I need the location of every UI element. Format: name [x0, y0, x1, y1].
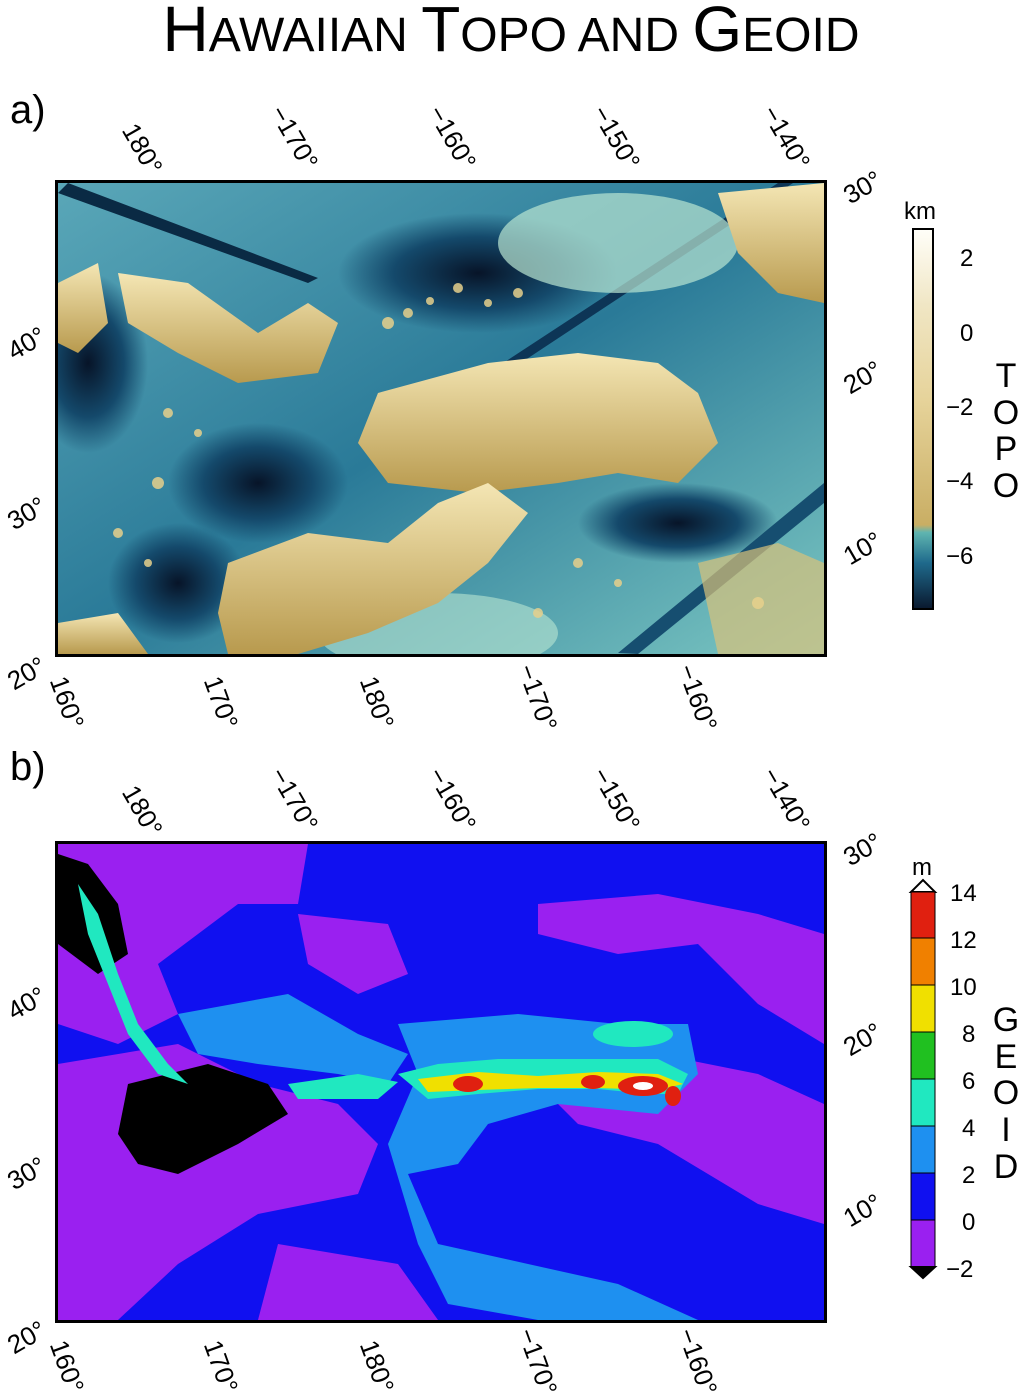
geoid-cb-label: 6	[962, 1068, 976, 1095]
geoid-cb-label: 10	[950, 974, 977, 1001]
right-tick: 30°	[838, 164, 888, 210]
top-tick: −160°	[422, 762, 483, 837]
geoid-cb-label: 0	[962, 1209, 976, 1236]
right-tick: 20°	[838, 354, 888, 400]
top-tick: 180°	[116, 118, 169, 180]
top-tick: −150°	[586, 100, 647, 175]
geoid-colorbar	[908, 878, 938, 1280]
top-tick: −140°	[756, 762, 817, 837]
bottom-tick: −160°	[671, 1324, 724, 1399]
geoid-field	[58, 844, 824, 1320]
topo-map	[55, 180, 827, 657]
top-tick: −170°	[264, 100, 325, 175]
left-tick: 20°	[2, 650, 52, 696]
topo-cb-label: 0	[960, 320, 974, 347]
top-tick: −150°	[586, 762, 647, 837]
right-tick: 30°	[838, 826, 888, 872]
bottom-tick: 170°	[197, 672, 245, 733]
bottom-tick: −170°	[511, 660, 564, 736]
bottom-tick: −170°	[511, 1324, 564, 1399]
topo-cb-label: −2	[946, 394, 974, 421]
left-tick: 40°	[2, 980, 52, 1026]
bottom-tick: 170°	[197, 1336, 245, 1397]
right-tick: 10°	[838, 1187, 888, 1233]
bottom-tick: 160°	[43, 672, 91, 733]
geoid-cb-label: 4	[962, 1115, 976, 1142]
bottom-tick: 180°	[353, 1336, 401, 1397]
topo-cb-label: 2	[960, 245, 974, 272]
panel-b-label: b)	[10, 745, 46, 789]
topo-relief	[58, 183, 824, 654]
topo-cb-label: −6	[946, 543, 974, 570]
bottom-tick: 160°	[43, 1336, 91, 1397]
geoid-cb-label: 8	[962, 1021, 976, 1048]
topo-vertical-title: T O P O	[992, 357, 1020, 506]
left-tick: 30°	[2, 490, 52, 536]
geoid-cb-label: 12	[950, 927, 977, 954]
topo-colorbar	[912, 228, 934, 610]
top-tick: −140°	[756, 100, 817, 175]
geoid-cb-label: 2	[962, 1162, 976, 1189]
left-tick: 20°	[2, 1314, 52, 1360]
geoid-map	[55, 841, 827, 1323]
geoid-vertical-title: G E O I D	[992, 1001, 1020, 1186]
right-tick: 10°	[838, 525, 888, 571]
panel-a-label: a)	[10, 88, 46, 132]
bottom-tick: 180°	[353, 672, 401, 733]
left-tick: 30°	[2, 1150, 52, 1196]
topo-unit: km	[904, 198, 936, 225]
left-tick: 40°	[2, 320, 52, 366]
geoid-cb-label: 14	[950, 880, 977, 907]
top-tick: −160°	[422, 100, 483, 175]
top-tick: 180°	[116, 780, 169, 842]
figure-title: HAWAIIAN TOPO AND GEOID	[162, 0, 860, 65]
bottom-tick: −160°	[671, 660, 724, 736]
top-tick: −170°	[264, 762, 325, 837]
right-tick: 20°	[838, 1016, 888, 1062]
geoid-cb-label: −2	[946, 1256, 974, 1283]
geoid-unit: m	[912, 854, 932, 881]
topo-cb-label: −4	[946, 468, 974, 495]
